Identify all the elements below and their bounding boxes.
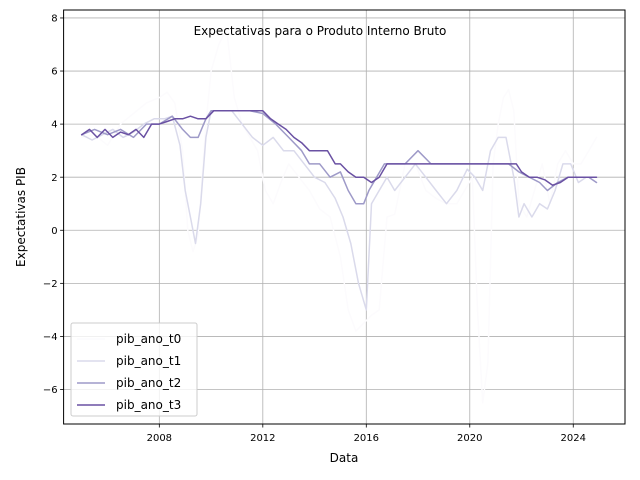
x-tick-label: 2008 [147,433,172,444]
y-tick-label: −6 [43,385,58,396]
y-tick-label: 0 [51,226,57,237]
axis-ticks: 2008 2012 2016 2020 2024 −6 −4 −2 0 2 4 6 8 [43,14,586,444]
plot-frame [63,9,626,425]
y-axis-label: Expectativas PIB [14,167,28,267]
series-lines [80,27,598,404]
legend-label: pib_ano_t2 [116,376,181,390]
x-tick-label: 2012 [250,433,275,444]
x-tick-label: 2016 [354,433,379,444]
y-tick-label: 4 [51,120,57,131]
legend-label: pib_ano_t0 [116,332,181,346]
legend-box [70,322,198,417]
series-line-pib-ano-t3 [80,110,598,186]
legend-label: pib_ano_t3 [116,398,181,412]
y-tick-label: 6 [51,67,57,78]
y-tick-label: 8 [51,14,57,25]
legend-items: pib_ano_t0 pib_ano_t1 pib_ano_t2 pib_ano_t3 [77,332,181,412]
x-axis-label: Data [330,451,359,465]
legend: pib_ano_t0 pib_ano_t1 pib_ano_t2 pib_ano_t3 [70,322,198,417]
legend-label: pib_ano_t1 [116,354,181,368]
y-tick-label: 2 [51,173,57,184]
x-tick-label: 2020 [457,433,482,444]
series-line-pib-ano-t1 [80,110,598,311]
y-tick-label: −4 [43,332,58,343]
chart-title: Expectativas para o Produto Interno Brut… [194,24,447,38]
y-tick-label: −2 [43,279,58,290]
series-line-pib-ano-t2 [80,110,598,205]
x-tick-label: 2024 [561,433,586,444]
series-line-pib-ano-t0 [80,27,598,404]
